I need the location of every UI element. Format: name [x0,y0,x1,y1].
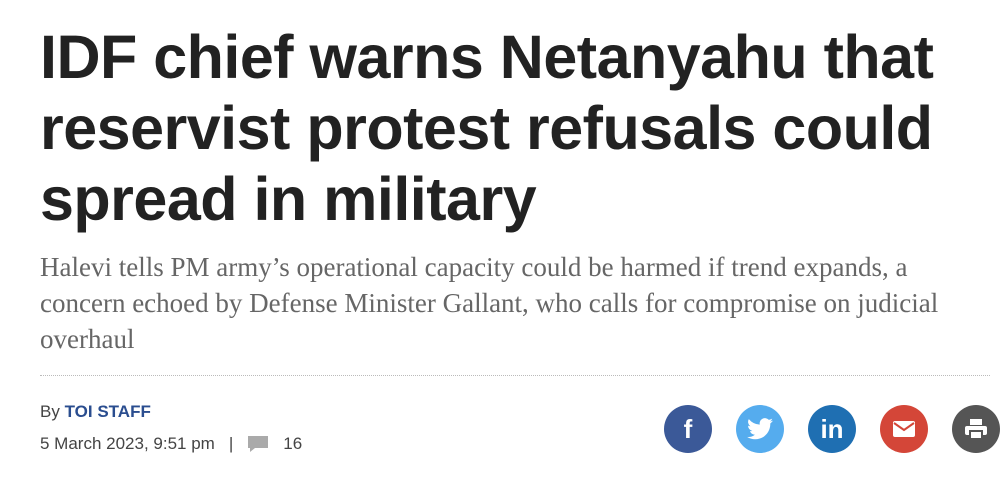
comment-count[interactable]: 16 [283,434,303,453]
divider [40,375,990,376]
meta: 5 March 2023, 9:51 pm | 16 [40,434,302,454]
separator: | [228,434,234,453]
subhead: Halevi tells PM army’s operational capac… [40,252,939,354]
date: 5 March 2023, 9:51 pm [40,434,215,453]
print-button[interactable] [952,405,1000,453]
byline: By TOI STAFF [40,402,151,422]
article-header: IDF chief warns Netanyahu that reservist… [40,22,990,376]
headline: IDF chief warns Netanyahu that reservist… [40,23,934,233]
twitter-button[interactable] [736,405,784,453]
share-buttons: f in [664,405,1000,453]
facebook-button[interactable]: f [664,405,712,453]
author[interactable]: TOI STAFF [64,402,151,421]
email-button[interactable] [880,405,928,453]
comment-icon[interactable] [247,435,269,453]
by-prefix: By [40,402,60,421]
linkedin-button[interactable]: in [808,405,856,453]
